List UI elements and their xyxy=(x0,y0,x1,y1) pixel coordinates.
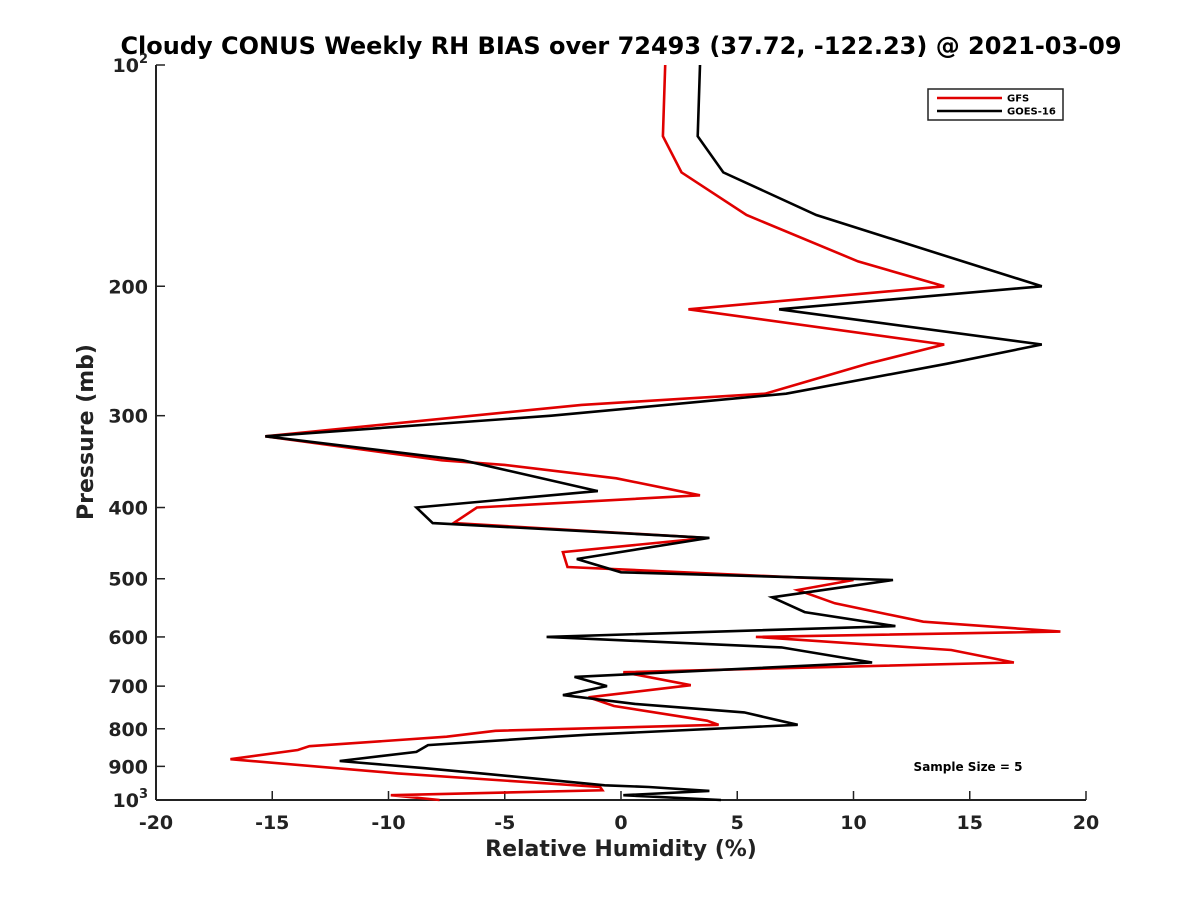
x-ticks: -20 -15 -10 -5 0 5 10 15 20 xyxy=(139,791,1099,834)
y-tick-label-base: 600 xyxy=(108,627,148,649)
y-tick-label: 800 xyxy=(108,719,148,741)
x-tick-label: 0 xyxy=(614,812,627,834)
y-tick-label-exponent: 2 xyxy=(139,52,148,67)
series-line-goes-16 xyxy=(265,64,1043,802)
series-lines xyxy=(230,64,1061,802)
y-tick-label-base: 500 xyxy=(108,569,148,591)
y-tick-label-base: 300 xyxy=(108,406,148,428)
x-tick-label: -10 xyxy=(371,812,405,834)
y-tick-label-base: 10 xyxy=(113,55,139,77)
legend-box xyxy=(927,88,1064,121)
x-axis-label: Relative Humidity (%) xyxy=(485,837,757,862)
x-tick-label: 20 xyxy=(1073,812,1099,834)
y-axis-label: Pressure (mb) xyxy=(74,344,99,520)
y-tick-label: 103 xyxy=(113,787,149,812)
sample-size-annotation: Sample Size = 5 xyxy=(914,760,1023,774)
y-tick-label-base: 200 xyxy=(108,276,148,298)
y-tick-label-base: 10 xyxy=(113,790,139,812)
series-line-gfs xyxy=(230,64,1061,802)
y-tick-label: 400 xyxy=(108,498,148,520)
x-tick-label: -20 xyxy=(139,812,173,834)
y-tick-label: 500 xyxy=(108,569,148,591)
legend-label: GOES-16 xyxy=(1007,107,1056,118)
y-tick-label-base: 900 xyxy=(108,756,148,778)
y-tick-label-base: 800 xyxy=(108,719,148,741)
y-tick-label: 600 xyxy=(108,627,148,649)
x-tick-label: -5 xyxy=(494,812,515,834)
y-tick-label-base: 700 xyxy=(108,676,148,698)
legend-entries: GFS GOES-16 xyxy=(937,94,1056,118)
y-tick-label-base: 400 xyxy=(108,498,148,520)
y-tick-label: 900 xyxy=(108,756,148,778)
y-tick-label: 300 xyxy=(108,406,148,428)
x-tick-label: 5 xyxy=(731,812,744,834)
x-tick-label: 15 xyxy=(957,812,983,834)
chart-title: Cloudy CONUS Weekly RH BIAS over 72493 (… xyxy=(120,32,1121,60)
x-tick-label: -15 xyxy=(255,812,289,834)
y-tick-label: 700 xyxy=(108,676,148,698)
legend-label: GFS xyxy=(1007,94,1029,105)
y-tick-label-exponent: 3 xyxy=(139,787,148,802)
y-tick-label: 200 xyxy=(108,276,148,298)
x-tick-label: 10 xyxy=(840,812,866,834)
y-tick-label: 102 xyxy=(113,52,149,77)
legend: GFS GOES-16 xyxy=(927,88,1064,121)
plot-area: -20 -15 -10 -5 0 5 10 15 20 10220030040050060070… xyxy=(108,52,1099,834)
